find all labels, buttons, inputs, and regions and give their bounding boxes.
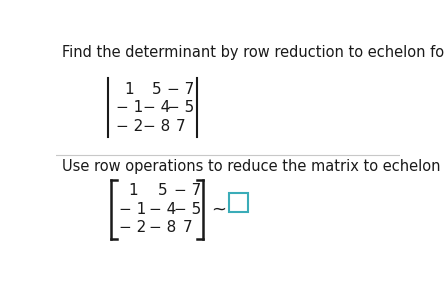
Text: − 7: − 7 xyxy=(174,183,201,198)
Text: Find the determinant by row reduction to echelon form.: Find the determinant by row reduction to… xyxy=(62,45,444,61)
Text: − 2: − 2 xyxy=(115,119,143,134)
Text: − 1: − 1 xyxy=(115,100,143,115)
Text: − 2: − 2 xyxy=(119,220,147,235)
Text: − 7: − 7 xyxy=(167,82,194,97)
Text: − 5: − 5 xyxy=(174,202,201,217)
Text: − 1: − 1 xyxy=(119,202,147,217)
Text: − 8: − 8 xyxy=(149,220,176,235)
Text: 7: 7 xyxy=(182,220,192,235)
Text: − 4: − 4 xyxy=(143,100,170,115)
Text: 1: 1 xyxy=(128,183,138,198)
Bar xyxy=(229,193,248,212)
Text: 1: 1 xyxy=(124,82,134,97)
Text: − 8: − 8 xyxy=(143,119,170,134)
Text: − 5: − 5 xyxy=(167,100,194,115)
Text: Use row operations to reduce the matrix to echelon form.: Use row operations to reduce the matrix … xyxy=(62,159,444,174)
Text: 5: 5 xyxy=(151,82,161,97)
Text: 7: 7 xyxy=(176,119,186,134)
Text: 5: 5 xyxy=(158,183,167,198)
Text: ~: ~ xyxy=(211,200,226,218)
Text: − 4: − 4 xyxy=(149,202,176,217)
